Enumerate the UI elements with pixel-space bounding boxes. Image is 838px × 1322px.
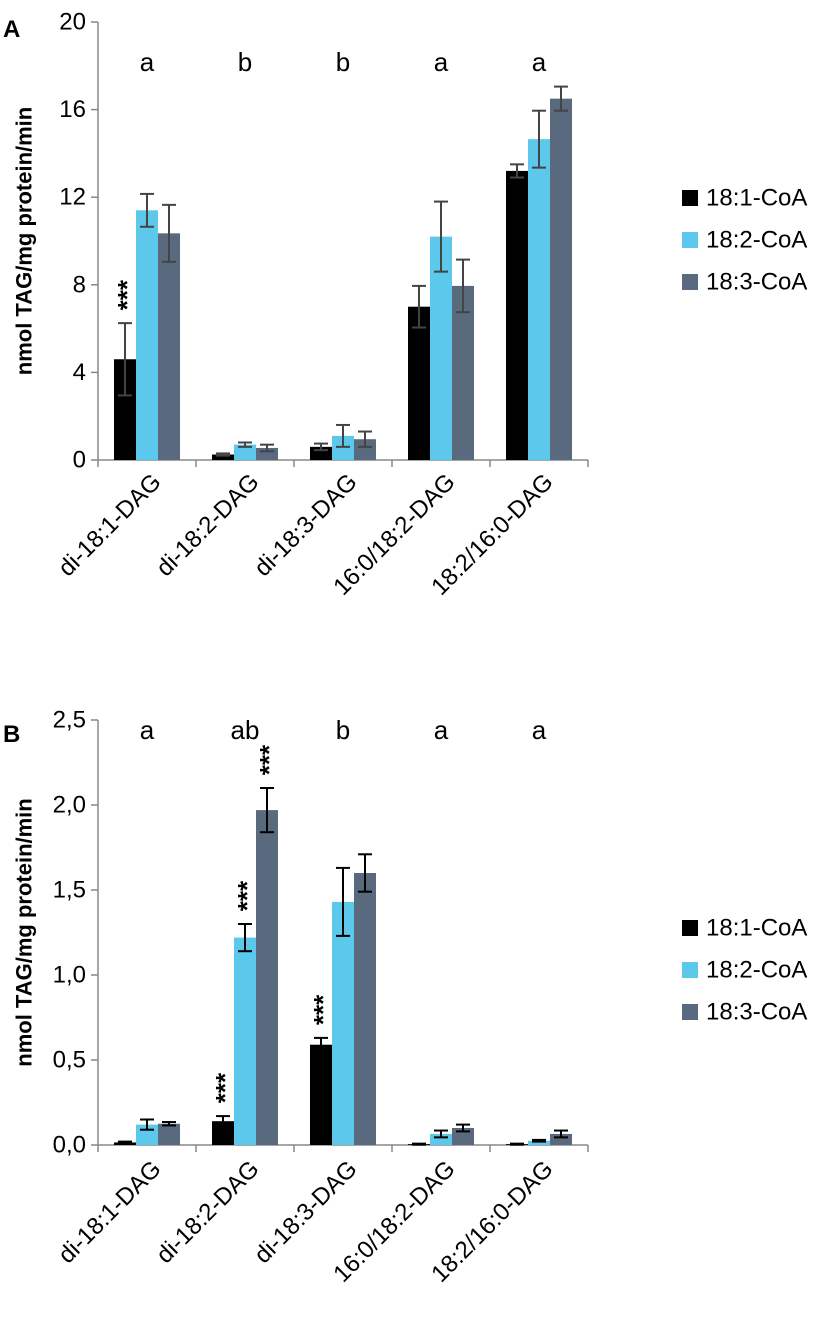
bar: [332, 901, 354, 1145]
legend-swatch: [682, 962, 698, 978]
y-tick-label: 1,0: [53, 962, 86, 989]
significance-stars: ***: [308, 994, 338, 1025]
bar: [528, 139, 550, 461]
x-category-label: di-18:1-DAG: [53, 468, 166, 581]
legend-label: 18:1-CoA: [706, 915, 807, 942]
significance-stars: ***: [210, 1072, 240, 1103]
y-tick-label: 12: [59, 184, 86, 211]
bar: [234, 444, 256, 460]
bar: [354, 439, 376, 460]
significance-letter: a: [532, 715, 547, 745]
y-tick-label: 0: [73, 447, 86, 474]
significance-stars: ***: [112, 279, 142, 310]
y-tick-label: 0,5: [53, 1047, 86, 1074]
legend-swatch: [682, 274, 698, 290]
y-tick-label: 8: [73, 271, 86, 298]
bar: [310, 1044, 332, 1145]
legend-label: 18:3-CoA: [706, 269, 807, 296]
bar: [256, 810, 278, 1145]
significance-letter: b: [336, 715, 350, 745]
x-category-label: di-18:2-DAG: [151, 468, 264, 581]
bar: [158, 1123, 180, 1145]
legend-swatch: [682, 920, 698, 936]
y-tick-label: 4: [73, 359, 86, 386]
y-axis-label: nmol TAG/mg protein/min: [12, 798, 37, 1066]
legend-swatch: [682, 232, 698, 248]
bar: [158, 233, 180, 460]
bar: [212, 454, 234, 460]
bar: [528, 1140, 550, 1145]
significance-letter: a: [532, 47, 547, 77]
bar: [550, 1133, 572, 1145]
bar: [550, 98, 572, 461]
bar: [136, 210, 158, 460]
significance-letter: a: [434, 715, 449, 745]
x-category-label: di-18:2-DAG: [151, 1155, 264, 1268]
legend-swatch: [682, 1004, 698, 1020]
bar: [354, 873, 376, 1145]
significance-stars: ***: [254, 744, 284, 775]
significance-letter: ab: [231, 715, 260, 745]
y-tick-label: 1,5: [53, 877, 86, 904]
x-category-label: di-18:1-DAG: [53, 1155, 166, 1268]
y-axis-label: nmol TAG/mg protein/min: [12, 107, 37, 375]
bar: [114, 359, 136, 460]
y-tick-label: 16: [59, 96, 86, 123]
bar: [430, 1133, 452, 1145]
legend-swatch: [682, 190, 698, 206]
legend-label: 18:2-CoA: [706, 227, 807, 254]
panel-a: A 0 4 8 12 16 20 nmol TAG/mg protein/min a di-18:…: [3, 9, 807, 601]
legend-label: 18:1-CoA: [706, 185, 807, 212]
panel-label-b: B: [3, 721, 20, 748]
significance-letter: a: [434, 47, 449, 77]
y-tick-label: 2,5: [53, 707, 86, 734]
bar: [506, 170, 528, 461]
panel-label-a: A: [3, 16, 20, 43]
bar: [452, 285, 474, 460]
significance-letter: b: [238, 47, 252, 77]
bar: [408, 306, 430, 460]
bar: [234, 937, 256, 1145]
significance-letter: a: [140, 47, 155, 77]
legend-label: 18:3-CoA: [706, 999, 807, 1026]
significance-stars: ***: [232, 880, 262, 911]
y-tick-label: 2,0: [53, 792, 86, 819]
y-tick-label: 20: [59, 9, 86, 36]
significance-letter: b: [336, 47, 350, 77]
panel-b: B 0,0 0,5 1,0 1,5 2,0 2,5 nmol TAG/mg protein/m…: [3, 707, 807, 1288]
y-tick-label: 0,0: [53, 1132, 86, 1159]
significance-letter: a: [140, 715, 155, 745]
bar: [430, 236, 452, 460]
legend-label: 18:2-CoA: [706, 957, 807, 984]
bar: [332, 435, 354, 460]
